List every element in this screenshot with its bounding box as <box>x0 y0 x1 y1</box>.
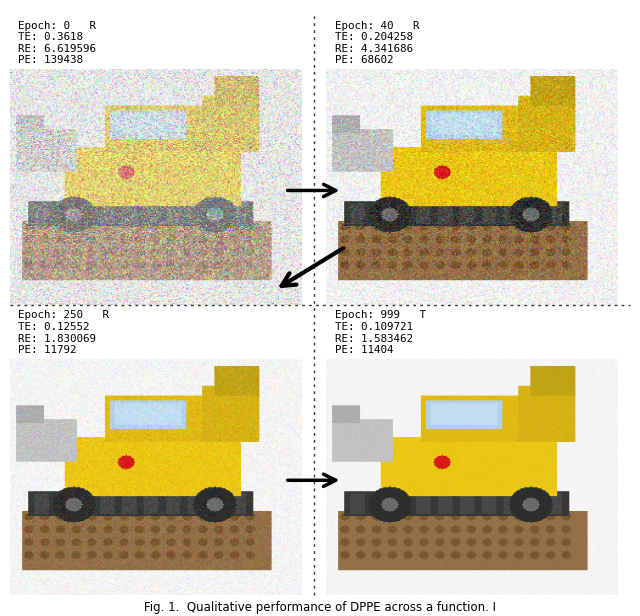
Text: Fig. 1.  Qualitative performance of DPPE across a function. I: Fig. 1. Qualitative performance of DPPE … <box>144 601 496 614</box>
Text: Epoch: 999   T
TE: 0.109721
RE: 1.583462
PE: 11404: Epoch: 999 T TE: 0.109721 RE: 1.583462 P… <box>335 310 426 355</box>
Text: Epoch: 250   R
TE: 0.12552
RE: 1.830069
PE: 11792: Epoch: 250 R TE: 0.12552 RE: 1.830069 PE… <box>19 310 109 355</box>
Text: Epoch: 0   R
TE: 0.3618
RE: 6.619596
PE: 139438: Epoch: 0 R TE: 0.3618 RE: 6.619596 PE: 1… <box>19 20 97 65</box>
Text: Epoch: 40   R
TE: 0.204258
RE: 4.341686
PE: 68602: Epoch: 40 R TE: 0.204258 RE: 4.341686 PE… <box>335 20 420 65</box>
